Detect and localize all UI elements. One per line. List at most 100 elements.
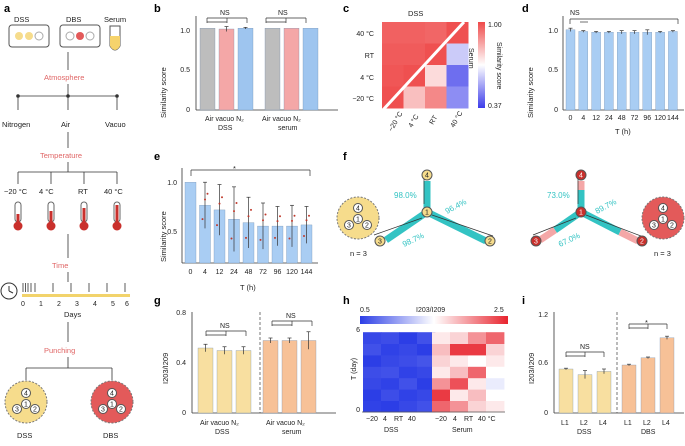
panel-g-ylabel: I203/I209: [161, 353, 170, 384]
dbs-spot-icon: [76, 32, 84, 40]
panel-g-bar: [281, 340, 298, 414]
spot-label: 2: [119, 407, 123, 414]
panel-d-xtick: 48: [618, 115, 626, 122]
panel-i-bar: [558, 368, 574, 414]
panel-d-label: d: [522, 3, 529, 15]
panel-h: h 0.5 2.5 I203/I209 T (day) 6 0 −20 4 RT…: [343, 295, 508, 434]
panel-e-point: [247, 215, 250, 218]
panel-e-label: e: [154, 151, 160, 163]
panel-c-cbar-max: 1.00: [488, 22, 502, 29]
panel-i-xtick: L4: [662, 420, 670, 427]
panel-c-label: c: [343, 3, 349, 15]
panel-i-xtick: L2: [580, 420, 588, 427]
panel-h-cell: [417, 332, 436, 344]
panel-h-cell: [432, 389, 451, 401]
panel-e-point: [303, 235, 305, 237]
panel-h-cell: [381, 355, 400, 367]
panel-e-ytick: 0.5: [167, 229, 177, 236]
day-tick: 2: [57, 301, 61, 308]
panel-h-cell: [486, 400, 505, 413]
panel-h-xtick: RT: [394, 416, 404, 423]
panel-i-bar: [659, 337, 675, 414]
panel-h-xtick: 40: [408, 416, 416, 423]
panel-e-point: [288, 237, 291, 240]
panel-c-cell: [425, 65, 447, 87]
panel-d-bar: [668, 31, 678, 111]
panel-d-xtick: 24: [605, 115, 613, 122]
panel-h-cell: [450, 400, 469, 413]
panel-g-bar: [300, 340, 317, 414]
panel-i-xtick: L2: [643, 420, 651, 427]
panel-d-ytick: 0: [554, 107, 558, 114]
panel-h-cell: [468, 332, 487, 344]
panel-h-xtick: 40 °C: [478, 415, 496, 423]
panel-b-group: serum: [278, 125, 298, 132]
dss-card-label: DSS: [14, 15, 29, 24]
panel-b: b Similarity score 0 0.5 1.0 NS NS Air v…: [154, 3, 338, 132]
panel-f-left-pct: 98.0%: [394, 191, 417, 200]
panel-h-cell: [450, 343, 469, 356]
spot-label: 2: [33, 407, 37, 414]
days-label: Days: [64, 310, 81, 319]
panel-h-cell: [486, 389, 505, 401]
spot-label: 3: [347, 223, 351, 230]
panel-e-ytick: 1.0: [167, 180, 177, 187]
panel-i-xtick: L4: [599, 420, 607, 427]
timeline-bar: [22, 294, 130, 297]
panel-b-bar: [283, 28, 300, 111]
panel-h-cell: [450, 355, 469, 367]
panel-i-xtick: L1: [561, 420, 569, 427]
panel-g-group: serum: [282, 429, 302, 436]
panel-h-group: DSS: [384, 427, 399, 434]
panel-e-point: [233, 210, 235, 213]
panel-h-cell: [399, 377, 418, 390]
panel-e-point: [293, 214, 296, 217]
panel-e-ylabel: Similarity score: [159, 211, 168, 262]
panel-b-ylabel: Similarity score: [159, 67, 168, 118]
panel-i-ytick: 0.6: [538, 360, 548, 367]
panel-c-cell: [446, 65, 469, 87]
spot-label: 3: [15, 407, 19, 414]
panel-e-point: [230, 237, 233, 240]
panel-e-point: [308, 214, 310, 217]
panel-b-bar: [237, 28, 254, 111]
panel-h-cell: [399, 400, 418, 413]
panel-f-right-pct: 73.0%: [547, 191, 570, 200]
panel-h-cell: [432, 400, 451, 413]
spot-label: 4: [110, 391, 114, 398]
panel-c-cell: [425, 22, 447, 44]
panel-h-cell: [381, 332, 400, 344]
panel-i-ylabel: I203/I209: [527, 353, 536, 384]
panel-e-bar: [184, 182, 197, 264]
panel-h-group: Serum: [452, 427, 473, 434]
panel-h-cell: [399, 389, 418, 401]
panel-e-point: [201, 218, 204, 221]
panel-c: c DSS 40 °C RT 4 °C −20 °C −20 °C 4 °C R…: [343, 3, 502, 133]
panel-e-xtick: 24: [230, 269, 238, 276]
panel-d-bars: 0 4 12 24 48 72 96 120 144: [565, 27, 679, 122]
atmosphere-air: Air: [61, 120, 71, 129]
panel-e-xtick: 144: [301, 269, 313, 276]
serum-fill: [110, 36, 120, 50]
panel-h-cell: [417, 400, 436, 413]
panel-d-xtick: 96: [643, 115, 651, 122]
panel-h-cell: [363, 400, 382, 413]
panel-c-cbar-min: 0.37: [488, 103, 502, 110]
panel-h-cell: [468, 366, 487, 379]
panel-i-xtick: L1: [624, 420, 632, 427]
panel-f-left-pct: 96.4%: [444, 197, 468, 216]
panel-e-point: [262, 219, 264, 222]
panel-h-cbar-min: 0.5: [360, 307, 370, 314]
panel-c-col: −20 °C: [387, 110, 405, 133]
spot-label: 3: [378, 239, 382, 246]
panel-h-heatmap: [363, 332, 505, 413]
panel-b-xticks: Air vacuo N₂: [262, 116, 301, 123]
panel-d-ns: NS: [570, 10, 580, 17]
panel-c-cell: [446, 43, 469, 66]
panel-e-xlabel: T (h): [240, 283, 256, 292]
day-tick: 0: [21, 301, 25, 308]
panel-h-cell: [399, 355, 418, 367]
panel-h-cell: [417, 366, 436, 379]
panel-h-cell: [450, 377, 469, 390]
